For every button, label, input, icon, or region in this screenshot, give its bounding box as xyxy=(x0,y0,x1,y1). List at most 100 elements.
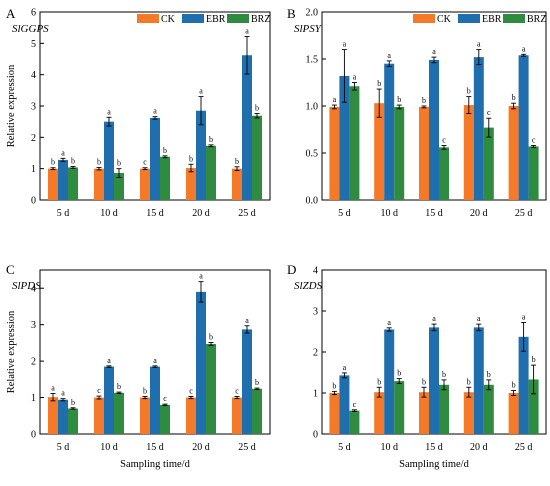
panel-a-ytick-label: 0 xyxy=(31,196,36,207)
panel-a-xtick-label: 10 d xyxy=(100,208,118,219)
panel-c-sig-letter: b xyxy=(209,333,213,342)
panel-b-xtick-label: 15 d xyxy=(425,208,443,219)
panel-c-xtick-label: 10 d xyxy=(100,442,118,453)
panel-a-bar-brz xyxy=(252,115,262,200)
panel-b-sig-letter: b xyxy=(397,95,401,104)
panel-d-sig-letter: a xyxy=(343,363,347,372)
panel-a-sig-letter: b xyxy=(71,156,75,165)
panel-a-sig-letter: a xyxy=(199,87,203,96)
panel-d-bar-brz xyxy=(394,381,405,434)
panel-d-bar-ebr xyxy=(429,327,439,434)
panel-b-legend-label-brz: BRZ xyxy=(527,14,546,25)
panel-b-letter: B xyxy=(287,6,296,21)
panel-d-xtick-label: 10 d xyxy=(380,442,398,453)
panel-a-sig-letter: a xyxy=(61,148,65,157)
panel-c-bar-ck xyxy=(140,397,150,434)
panel-b-sig-letter: c xyxy=(532,135,536,144)
panel-b-bar-ebr xyxy=(339,75,350,200)
panel-a-bar-ebr xyxy=(58,159,68,200)
panel-c-ytick-label: 1 xyxy=(31,393,36,404)
panel-d-xtick-label: 5 d xyxy=(338,442,351,453)
panel-b-bar-brz xyxy=(394,106,405,200)
panel-b-legend-label-ebr: EBR xyxy=(482,14,502,25)
panel-a-legend-swatch-ck xyxy=(137,14,159,23)
panel-c-bar-ck xyxy=(232,397,242,434)
panel-a-ytick-label: 1 xyxy=(31,164,36,175)
panel-a-bar-ebr xyxy=(196,110,206,200)
panel-c-sig-letter: b xyxy=(71,398,75,407)
panel-c-sig-letter: a xyxy=(245,316,249,325)
panel-c-sig-letter: c xyxy=(189,386,193,395)
panel-a-sig-letter: a xyxy=(153,107,157,116)
panel-d-bar-ebr xyxy=(473,327,484,434)
panel-a-sig-letter: a xyxy=(245,26,249,35)
panel-c-xtick-label: 25 d xyxy=(238,442,256,453)
panel-b-bar-brz xyxy=(528,146,539,200)
panel-c-bar-brz xyxy=(68,408,78,434)
panel-b-bar-brz xyxy=(483,127,494,200)
panel-a-ytick-label: 2 xyxy=(31,133,36,144)
panel-b-legend-swatch-ebr xyxy=(458,14,480,23)
panel-c-ytick-label: 0 xyxy=(31,430,36,441)
panel-a-sig-letter: b xyxy=(163,146,167,155)
panel-d-sig-letter: b xyxy=(487,370,491,379)
panel-a-sig-letter: c xyxy=(143,158,147,167)
panel-b-ytick-label: 1.5 xyxy=(306,55,319,66)
panel-b-ytick-label: 2.0 xyxy=(306,8,319,19)
panel-d-letter: D xyxy=(287,262,296,277)
panel-d-sig-letter: b xyxy=(467,377,471,386)
panel-a-legend-label-brz: BRZ xyxy=(251,14,270,25)
panel-d-bar-ebr xyxy=(518,336,529,434)
panel-c-letter: C xyxy=(6,262,15,277)
panel-d-ytick-label: 1 xyxy=(313,389,318,400)
panel-a-bar-brz xyxy=(68,167,78,200)
panel-a-ytick-label: 3 xyxy=(31,102,36,113)
panel-d-sig-letter: b xyxy=(377,377,381,386)
panel-c-bar-ck xyxy=(94,397,104,434)
panel-b-xtick-label: 5 d xyxy=(338,208,351,219)
panel-d-sig-letter: b xyxy=(532,355,536,364)
panel-d-sig-letter: b xyxy=(422,377,426,386)
panel-c-bar-ck xyxy=(186,397,196,434)
panel-a-bar-ck xyxy=(94,168,104,200)
panel-b-title: SlPSY xyxy=(294,23,323,35)
panel-d-bar-ck xyxy=(508,393,519,434)
panel-a-xtick-label: 25 d xyxy=(238,208,256,219)
panel-c-xtick-label: 20 d xyxy=(192,442,210,453)
panel-a-sig-letter: a xyxy=(107,107,111,116)
panel-a-bar-ck xyxy=(140,168,150,200)
panel-b-sig-letter: c xyxy=(487,108,491,117)
panel-c-sig-letter: a xyxy=(61,389,65,398)
panel-c-bar-ebr xyxy=(58,399,68,434)
panel-a-ytick-label: 5 xyxy=(31,39,36,50)
panel-a-bar-ck xyxy=(232,168,242,200)
panel-d-bar-ebr xyxy=(384,329,395,434)
panel-c-title: SlPDS xyxy=(12,280,41,292)
panel-b-sig-letter: a xyxy=(353,73,357,82)
panel-a-xtick-label: 15 d xyxy=(146,208,164,219)
panel-b-sig-letter: a xyxy=(333,95,337,104)
panel-d-xtick-label: 20 d xyxy=(470,442,488,453)
panel-b-legend-swatch-ck xyxy=(413,14,435,23)
panel-c-ytick-label: 3 xyxy=(31,320,36,331)
panel-d-ytick-label: 0 xyxy=(313,430,318,441)
panel-d-sig-letter: b xyxy=(512,381,516,390)
panel-c-sig-letter: c xyxy=(97,386,101,395)
panel-d-ytick-label: 4 xyxy=(313,266,318,277)
panel-b-legend-label-ck: CK xyxy=(437,14,452,25)
panel-d-ytick-label: 3 xyxy=(313,307,318,318)
panel-c-sig-letter: b xyxy=(143,386,147,395)
panel-d-sig-letter: b xyxy=(442,370,446,379)
panel-d-sig-letter: a xyxy=(522,312,526,321)
panel-a-bar-ck xyxy=(186,168,196,200)
panel-b-sig-letter: b xyxy=(512,93,516,102)
panel-a-sig-letter: b xyxy=(51,158,55,167)
panel-d-bar-ck xyxy=(329,393,340,434)
panel-a-sig-letter: b xyxy=(235,157,239,166)
panel-a-bar-ebr xyxy=(104,121,114,200)
panel-a-bar-brz xyxy=(160,156,170,200)
panel-a-sig-letter: b xyxy=(255,104,259,113)
panel-c-xtick-label: 15 d xyxy=(146,442,164,453)
panel-c-bar-ebr xyxy=(104,366,114,434)
